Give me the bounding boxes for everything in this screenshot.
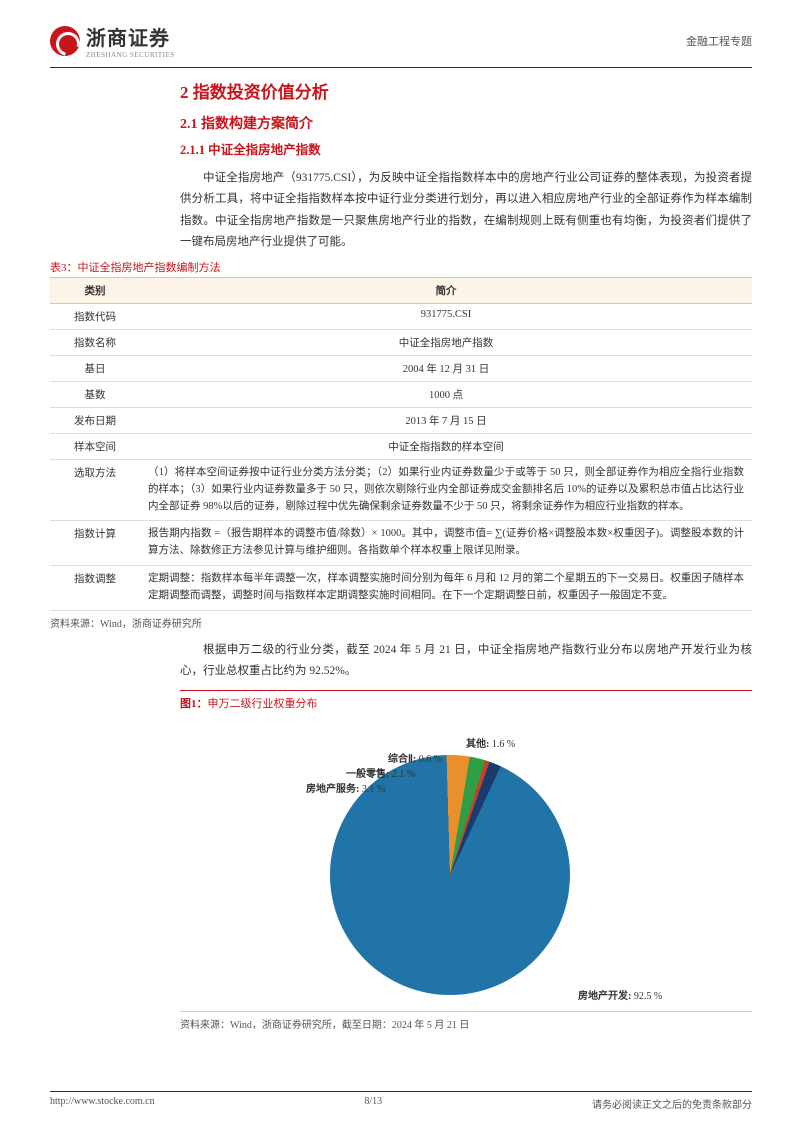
page-footer: http://www.stocke.com.cn 8/13 请务必阅读正文之后的…: [50, 1091, 752, 1111]
chapter-number: 2: [180, 83, 189, 102]
table-cell-key: 指数调整: [50, 566, 140, 611]
table-row: 基数1000 点: [50, 382, 752, 408]
table-cell-value: 报告期内指数 =（报告期样本的调整市值/除数）× 1000。其中，调整市值= ∑…: [140, 521, 752, 566]
paragraph-2: 根据申万二级的行业分类，截至 2024 年 5 月 21 日，中证全指房地产指数…: [180, 640, 752, 683]
table-cell-value: 中证全指房地产指数: [140, 330, 752, 356]
content-area: 2 指数投资价值分析 2.1 指数构建方案简介 2.1.1 中证全指房地产指数 …: [0, 68, 802, 1031]
table-cell-key: 指数代码: [50, 304, 140, 330]
table-row: 样本空间中证全指指数的样本空间: [50, 434, 752, 460]
pie-chart-area: 房地产开发: 92.5 % 房地产服务: 3.1 %一般零售: 2.1 %综合Ⅱ:…: [180, 715, 752, 1005]
page-header: 浙商证券 ZHESHANG SECURITIES 金融工程专题: [50, 0, 752, 68]
table3-source: 资料来源：Wind，浙商证券研究所: [50, 615, 752, 630]
table-cell-key: 发布日期: [50, 408, 140, 434]
table-cell-key: 基数: [50, 382, 140, 408]
brand-logo: 浙商证券 ZHESHANG SECURITIES: [50, 22, 175, 59]
table-row: 基日2004 年 12 月 31 日: [50, 356, 752, 382]
table-cell-value: 中证全指指数的样本空间: [140, 434, 752, 460]
table3-header-desc: 简介: [140, 278, 752, 304]
pie-slice-label: 房地产开发: 92.5 %: [578, 987, 662, 1002]
section-heading: 2.1 指数构建方案简介: [180, 113, 752, 133]
brand-name-en: ZHESHANG SECURITIES: [86, 51, 175, 59]
brand-name-cn: 浙商证券: [86, 22, 175, 51]
table-cell-value: 定期调整：指数样本每半年调整一次，样本调整实施时间分别为每年 6 月和 12 月…: [140, 566, 752, 611]
footer-disclaimer: 请务必阅读正文之后的免责条款部分: [592, 1096, 752, 1111]
pie-slice-label: 一般零售: 2.1 %: [346, 765, 415, 780]
table-row: 指数名称中证全指房地产指数: [50, 330, 752, 356]
figure-1: 图1：申万二级行业权重分布 房地产开发: 92.5 % 房地产服务: 3.1 %一…: [180, 690, 752, 1031]
table-cell-key: 基日: [50, 356, 140, 382]
table-cell-key: 指数名称: [50, 330, 140, 356]
pie-slice-label: 房地产服务: 3.1 %: [306, 780, 385, 795]
table3-header-category: 类别: [50, 278, 140, 304]
table-row: 指数代码931775.CSI: [50, 304, 752, 330]
table3: 类别 简介 指数代码931775.CSI指数名称中证全指房地产指数基日2004 …: [50, 277, 752, 611]
table-row: 发布日期2013 年 7 月 15 日: [50, 408, 752, 434]
pie-chart-wrap: 房地产开发: 92.5 % 房地产服务: 3.1 %一般零售: 2.1 %综合Ⅱ:…: [180, 711, 752, 1012]
table-row: 选取方法（1）将样本空间证券按中证行业分类方法分类；（2）如果行业内证券数量少于…: [50, 460, 752, 521]
table-cell-value: 1000 点: [140, 382, 752, 408]
figure-1-title: 图1：申万二级行业权重分布: [180, 698, 318, 710]
chapter-title: 指数投资价值分析: [193, 83, 329, 102]
table-cell-key: 指数计算: [50, 521, 140, 566]
logo-icon: [50, 26, 80, 56]
table-cell-value: 2004 年 12 月 31 日: [140, 356, 752, 382]
table-cell-value: （1）将样本空间证券按中证行业分类方法分类；（2）如果行业内证券数量少于或等于 …: [140, 460, 752, 521]
figure-1-source: 资料来源：Wind，浙商证券研究所，截至日期：2024 年 5 月 21 日: [180, 1016, 752, 1031]
chapter-heading: 2 指数投资价值分析: [180, 78, 752, 103]
section-number: 2.1: [180, 117, 198, 132]
table-cell-key: 选取方法: [50, 460, 140, 521]
table-cell-value: 931775.CSI: [140, 304, 752, 330]
table-row: 指数计算报告期内指数 =（报告期样本的调整市值/除数）× 1000。其中，调整市…: [50, 521, 752, 566]
table3-title: 表3：中证全指房地产指数编制方法: [50, 259, 752, 275]
pie-slice-label: 综合Ⅱ: 0.6 %: [388, 750, 442, 765]
footer-page: 8/13: [364, 1096, 382, 1111]
table-cell-value: 2013 年 7 月 15 日: [140, 408, 752, 434]
section-title: 指数构建方案简介: [201, 117, 313, 132]
subsection-number: 2.1.1: [180, 143, 205, 157]
table-row: 指数调整定期调整：指数样本每半年调整一次，样本调整实施时间分别为每年 6 月和 …: [50, 566, 752, 611]
subsection-heading: 2.1.1 中证全指房地产指数: [180, 139, 752, 158]
doc-type-label: 金融工程专题: [686, 33, 752, 49]
table-cell-key: 样本空间: [50, 434, 140, 460]
paragraph-1: 中证全指房地产（931775.CSI），为反映中证全指指数样本中的房地产行业公司…: [180, 168, 752, 253]
subsection-title: 中证全指房地产指数: [208, 143, 321, 157]
pie-slice-label: 其他: 1.6 %: [466, 735, 515, 750]
footer-url: http://www.stocke.com.cn: [50, 1096, 155, 1111]
